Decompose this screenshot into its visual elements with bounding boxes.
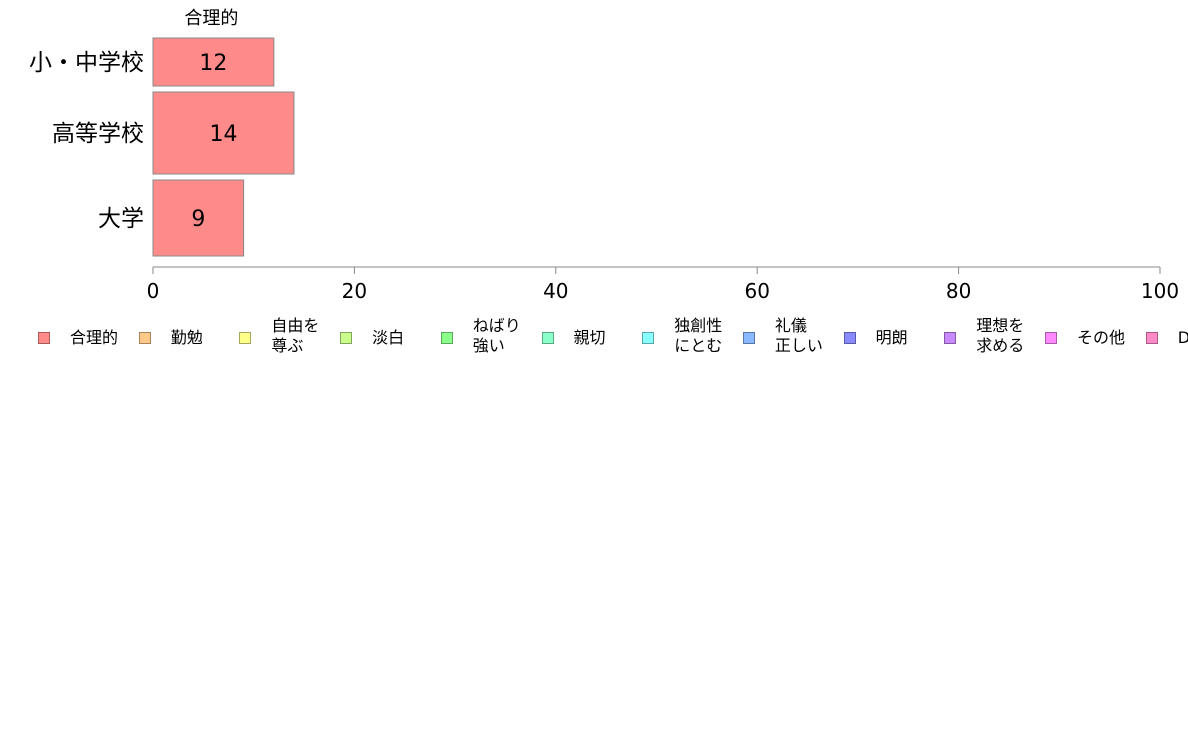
category-label: 大学 <box>98 206 144 232</box>
bar-3-series-1 <box>152 179 245 257</box>
legend-swatch <box>642 332 655 344</box>
legend-swatch <box>944 332 957 344</box>
legend-label: 独創性 にとむ <box>674 316 723 355</box>
bar-value-label: 12 <box>199 51 227 76</box>
legend-label: その他 <box>1077 328 1126 347</box>
bar-1-series-1 <box>152 37 275 87</box>
bar-value-label: 9 <box>191 207 205 232</box>
legend-swatch <box>138 332 151 344</box>
category-label: 高等学校 <box>52 121 144 147</box>
x-tick-label: 60 <box>744 279 769 303</box>
legend-swatch <box>440 332 453 344</box>
x-tick-label: 20 <box>342 279 367 303</box>
legend-swatch <box>1145 332 1158 344</box>
x-tick-label: 40 <box>543 279 568 303</box>
legend-swatch <box>239 332 252 344</box>
legend: 合理的 勤勉 自由を 尊ぶ 淡白 ねばり 強い 親切 独創性 にとむ 礼儀 正しい 明朗 理想を … <box>38 316 1188 364</box>
legend-swatch <box>843 332 856 344</box>
legend-swatch <box>340 332 353 344</box>
legend-swatch <box>1045 332 1057 344</box>
legend-label: 淡白 <box>372 328 405 347</box>
legend-label: 親切 <box>573 328 606 347</box>
x-tick-label: 80 <box>946 279 971 303</box>
legend-swatch <box>38 332 50 344</box>
legend-label: 自由を 尊ぶ <box>271 316 320 355</box>
legend-swatch <box>541 332 554 344</box>
bar-value-label: 14 <box>209 122 237 147</box>
legend-label: 理想を 求める <box>976 316 1025 355</box>
bar-2-series-1 <box>152 91 295 175</box>
legend-label: 合理的 <box>70 328 119 347</box>
x-tick-label: 100 <box>1141 279 1179 303</box>
legend-label: ねばり 強い <box>472 316 521 355</box>
legend-label: D <box>1177 328 1188 347</box>
category-label: 小・中学校 <box>29 50 144 76</box>
legend-label: 明朗 <box>875 328 908 347</box>
legend-swatch <box>742 332 755 344</box>
x-tick-label: 0 <box>147 279 160 303</box>
legend-label: 勤勉 <box>170 328 203 347</box>
series-segment-label: 合理的 <box>184 8 238 29</box>
legend-label: 礼儀 正しい <box>774 316 823 355</box>
